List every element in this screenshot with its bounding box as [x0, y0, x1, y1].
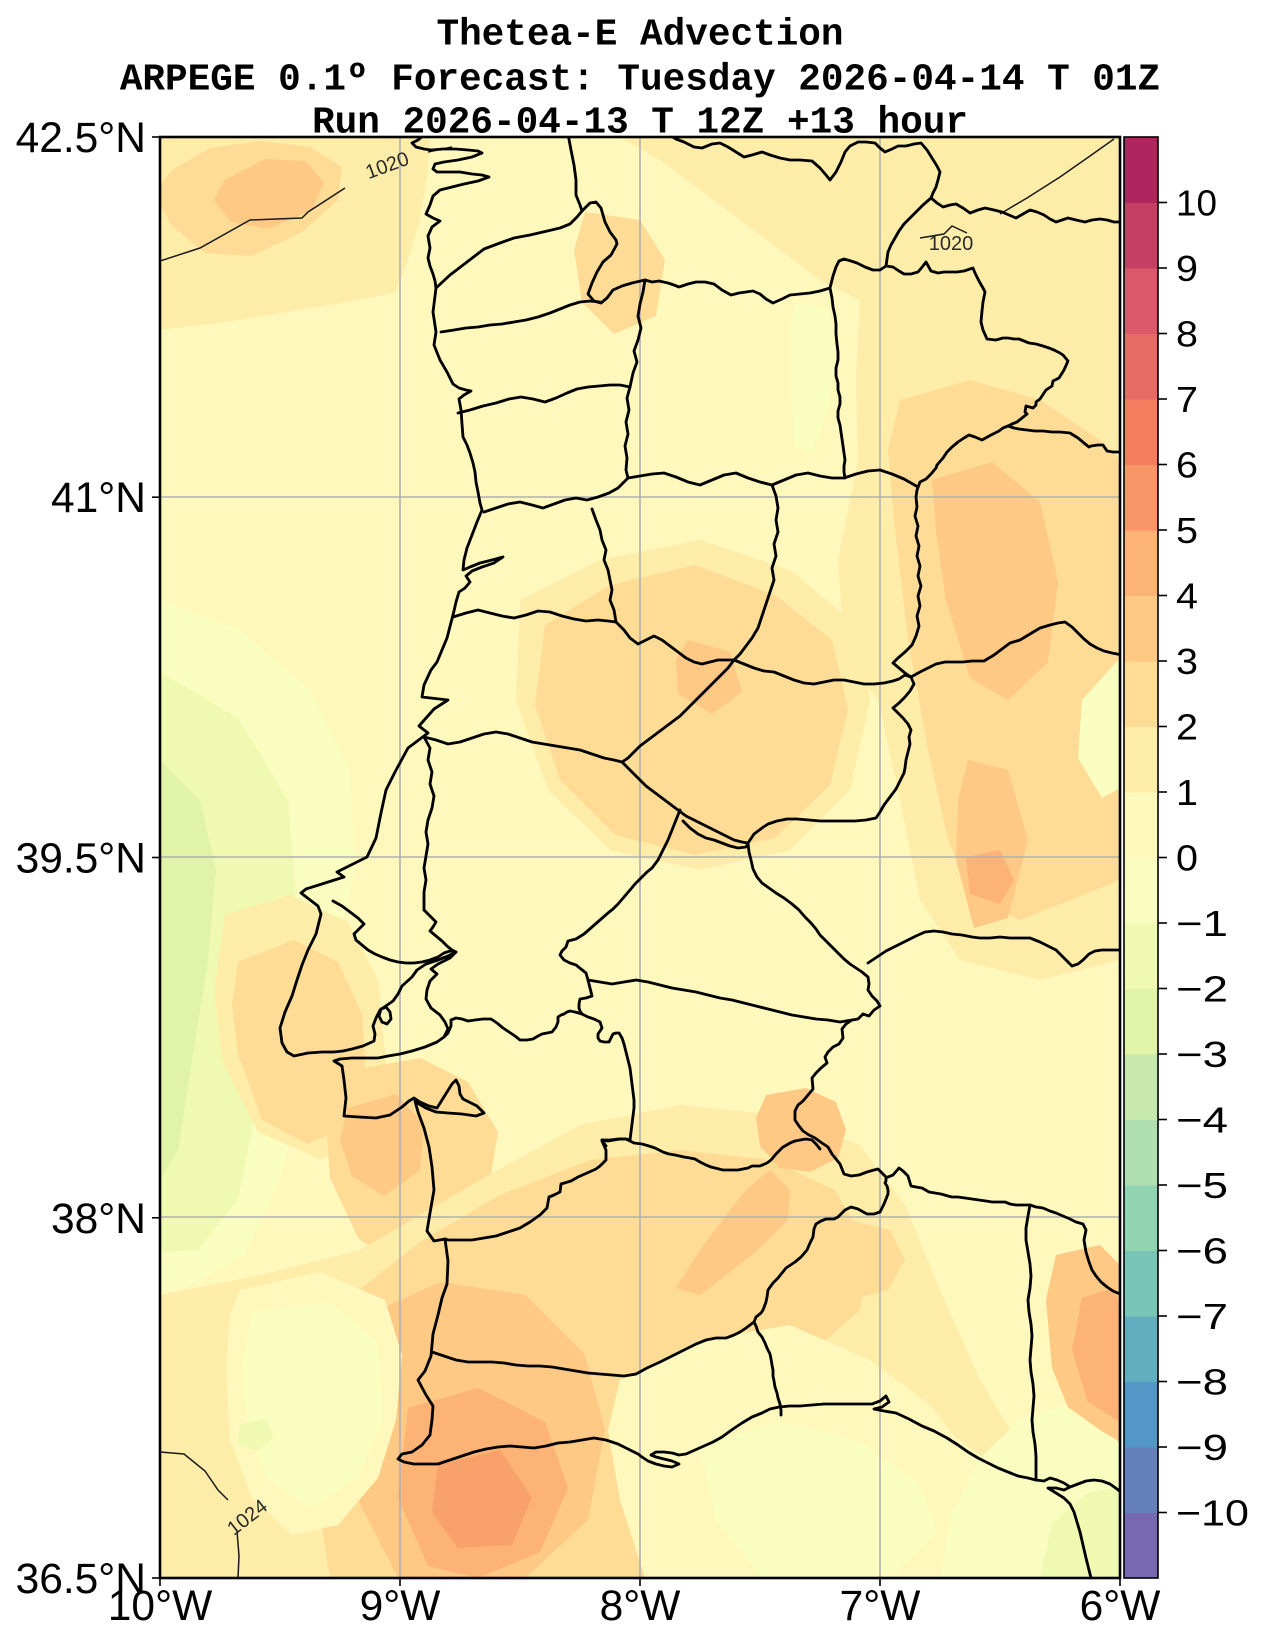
svg-text:8: 8: [1176, 314, 1198, 355]
svg-text:39.5°N: 39.5°N: [16, 836, 146, 883]
svg-text:36.5°N: 36.5°N: [16, 1556, 146, 1603]
svg-text:42.5°N: 42.5°N: [16, 115, 146, 162]
svg-text:−6: −6: [1176, 1231, 1228, 1272]
svg-text:−3: −3: [1176, 1034, 1228, 1075]
svg-text:4: 4: [1176, 576, 1198, 617]
svg-text:9: 9: [1176, 248, 1198, 289]
svg-text:−8: −8: [1176, 1362, 1228, 1403]
svg-text:8°W: 8°W: [600, 1583, 681, 1630]
svg-text:−7: −7: [1176, 1296, 1228, 1337]
svg-text:−2: −2: [1176, 969, 1228, 1010]
svg-text:38°N: 38°N: [51, 1196, 146, 1243]
svg-text:−10: −10: [1176, 1493, 1249, 1534]
svg-text:−4: −4: [1176, 1100, 1228, 1141]
svg-text:6: 6: [1176, 445, 1198, 486]
svg-text:ARPEGE 0.1º Forecast: Tuesday: ARPEGE 0.1º Forecast: Tuesday 2026-04-14…: [120, 60, 1160, 102]
svg-text:3: 3: [1176, 641, 1198, 682]
svg-text:9°W: 9°W: [360, 1583, 441, 1630]
svg-text:−9: −9: [1176, 1427, 1228, 1468]
svg-text:10: 10: [1176, 183, 1217, 224]
svg-text:2: 2: [1176, 707, 1198, 748]
svg-text:Run 2026-04-13 T 12Z +13 hour: Run 2026-04-13 T 12Z +13 hour: [312, 103, 968, 145]
svg-text:Thetea-E Advection: Thetea-E Advection: [436, 15, 843, 57]
svg-text:1020: 1020: [929, 233, 974, 255]
svg-text:7°W: 7°W: [840, 1583, 921, 1630]
svg-text:1: 1: [1176, 772, 1198, 813]
svg-text:7: 7: [1176, 379, 1198, 420]
svg-text:5: 5: [1176, 510, 1198, 551]
svg-text:10°W: 10°W: [108, 1583, 212, 1630]
svg-text:−1: −1: [1176, 903, 1228, 944]
svg-text:0: 0: [1176, 838, 1198, 879]
svg-text:−5: −5: [1176, 1165, 1228, 1206]
svg-text:41°N: 41°N: [51, 475, 146, 522]
svg-text:6°W: 6°W: [1080, 1583, 1161, 1630]
